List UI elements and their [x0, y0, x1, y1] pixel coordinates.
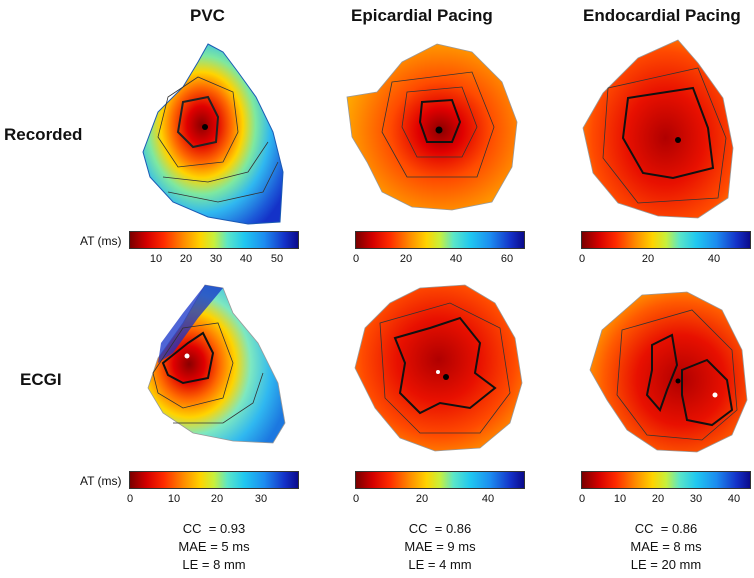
- map-recorded-pvc: [142, 43, 284, 225]
- column-title-pvc: PVC: [190, 6, 225, 25]
- estimated-site-ecgi-endocardial: [712, 392, 718, 398]
- map-ecgi-pvc: [147, 284, 286, 444]
- isochrone-ecgi-endocardial-2: [681, 358, 734, 427]
- pacing-site-ecgi-epicardial: [443, 374, 449, 380]
- tick-label: 10: [613, 493, 627, 505]
- isochrone-recorded-endocardial-2: [602, 67, 727, 204]
- tick-label: 10: [149, 253, 163, 265]
- tick-label: 0: [352, 493, 360, 505]
- pacing-site-recorded-pvc: [202, 124, 208, 130]
- tick-label: 20: [415, 493, 429, 505]
- map-ecgi-epicardial: [354, 284, 523, 452]
- tick-label: 0: [578, 493, 586, 505]
- metric-le: LE = 4 mm: [408, 557, 472, 572]
- tick-label: 60: [500, 253, 514, 265]
- isochrone-ecgi-pvc-3: [173, 372, 264, 424]
- tick-label: 10: [167, 493, 181, 505]
- pacing-site-recorded-epicardial: [435, 126, 443, 134]
- tick-label: 50: [270, 253, 284, 265]
- tick-label: 40: [449, 253, 463, 265]
- isochrone-recorded-endocardial-1: [621, 86, 715, 180]
- metrics-pvc: CC = 0.93 MAE = 5 ms LE = 8 mm: [129, 520, 299, 574]
- map-ecgi-endocardial: [589, 291, 748, 453]
- metric-cc: CC = 0.86: [634, 521, 698, 536]
- isochrone-recorded-pvc-1: [176, 95, 220, 149]
- metric-mae: MAE = 8 ms: [630, 539, 702, 554]
- tick-label: 20: [641, 253, 655, 265]
- tick-label: 30: [689, 493, 703, 505]
- row-title-ecgi: ECGI: [20, 370, 62, 389]
- metrics-epicardial: CC = 0.86 MAE = 9 ms LE = 4 mm: [355, 520, 525, 574]
- surface-recorded-epicardial: [346, 43, 518, 211]
- surface-ecgi-endocardial: [589, 291, 748, 453]
- tick-label: 20: [651, 493, 665, 505]
- isochrone-recorded-epicardial-3: [381, 71, 495, 178]
- isochrone-recorded-pvc-2: [157, 76, 239, 168]
- tick-label: 0: [352, 253, 360, 265]
- metric-mae: MAE = 9 ms: [404, 539, 476, 554]
- tick-label: 20: [179, 253, 193, 265]
- surface-ecgi-epicardial: [354, 284, 523, 452]
- colorbar-label-row2: AT (ms): [80, 474, 122, 488]
- colorbar-ecgi-pvc: [129, 471, 299, 489]
- colorbar-recorded-epicardial: [355, 231, 525, 249]
- tick-label: 20: [210, 493, 224, 505]
- isochrone-ecgi-endocardial-3: [616, 309, 738, 441]
- colorbar-recorded-pvc: [129, 231, 299, 249]
- isochrone-recorded-pvc-3: [162, 141, 269, 183]
- tick-label: 30: [209, 253, 223, 265]
- surface-recorded-pvc: [142, 43, 284, 225]
- estimated-site-ecgi-epicardial: [436, 370, 440, 374]
- isochrone-ecgi-pvc-1: [161, 331, 215, 385]
- tick-label: 40: [481, 493, 495, 505]
- metric-cc: CC = 0.93: [182, 521, 246, 536]
- isochrone-recorded-pvc-4: [167, 161, 279, 203]
- tick-label: 40: [239, 253, 253, 265]
- column-title-epicardial: Epicardial Pacing: [351, 6, 493, 25]
- row-title-recorded: Recorded: [4, 125, 83, 144]
- pacing-site-ecgi-endocardial: [675, 378, 681, 384]
- metrics-endocardial: CC = 0.86 MAE = 8 ms LE = 20 mm: [581, 520, 751, 574]
- tick-label: 0: [578, 253, 586, 265]
- metric-le: LE = 8 mm: [182, 557, 246, 572]
- metric-cc: CC = 0.86: [408, 521, 472, 536]
- colorbar-ecgi-epicardial: [355, 471, 525, 489]
- metric-mae: MAE = 5 ms: [178, 539, 250, 554]
- map-recorded-epicardial: [346, 43, 518, 211]
- colorbar-recorded-endocardial: [581, 231, 751, 249]
- surface-recorded-endocardial: [582, 39, 734, 219]
- pacing-site-ecgi-pvc: [184, 353, 190, 359]
- tick-label: 20: [399, 253, 413, 265]
- tick-label: 30: [254, 493, 268, 505]
- colorbar-label-row1: AT (ms): [80, 234, 122, 248]
- isochrone-ecgi-endocardial-1: [645, 333, 679, 412]
- metric-le: LE = 20 mm: [630, 557, 702, 572]
- isochrone-ecgi-pvc-2: [152, 322, 234, 409]
- column-title-endocardial: Endocardial Pacing: [583, 6, 741, 25]
- tick-label: 40: [707, 253, 721, 265]
- surface-ecgi-pvc: [147, 284, 286, 444]
- colorbar-ecgi-endocardial: [581, 471, 751, 489]
- blue-region-ecgi-pvc: [158, 285, 223, 363]
- isochrone-recorded-epicardial-2: [401, 86, 478, 158]
- pacing-site-recorded-endocardial: [675, 137, 681, 143]
- isochrone-recorded-epicardial-1: [418, 98, 462, 143]
- map-recorded-endocardial: [582, 39, 734, 219]
- tick-label: 0: [126, 493, 134, 505]
- tick-label: 40: [727, 493, 741, 505]
- isochrone-ecgi-epicardial-1: [393, 316, 497, 415]
- isochrone-ecgi-epicardial-2: [379, 302, 511, 434]
